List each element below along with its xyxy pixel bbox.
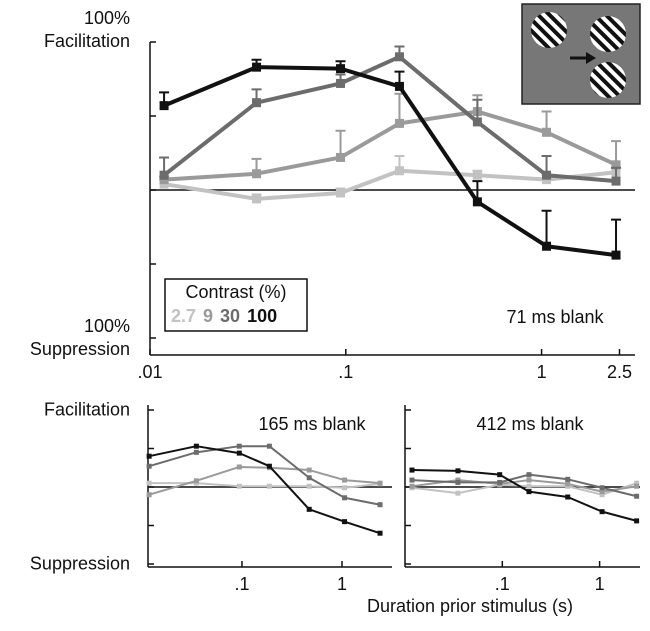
marker — [236, 443, 242, 449]
x-tick-label: 2.5 — [607, 362, 632, 382]
marker — [542, 241, 552, 251]
marker — [409, 483, 415, 489]
marker — [236, 450, 242, 456]
error-bar — [541, 209, 552, 247]
marker — [455, 490, 461, 496]
x-tick-label: .1 — [234, 574, 249, 594]
marker — [266, 463, 272, 469]
x-tick-label: .1 — [495, 574, 510, 594]
marker — [565, 481, 571, 487]
marker — [526, 472, 532, 478]
annotation: 71 ms blank — [506, 307, 604, 327]
marker — [526, 483, 532, 489]
marker — [394, 52, 404, 62]
marker — [472, 170, 482, 180]
marker — [455, 468, 461, 474]
marker — [336, 152, 346, 162]
marker — [159, 101, 169, 111]
marker — [599, 492, 605, 498]
marker — [252, 169, 262, 179]
stimulus-inset — [521, 3, 641, 105]
marker — [472, 117, 482, 127]
marker — [377, 502, 383, 508]
marker — [394, 81, 404, 91]
marker — [146, 480, 152, 486]
marker — [634, 518, 640, 524]
marker — [252, 62, 262, 72]
legend-entry: 2.7 — [171, 306, 196, 326]
marker — [599, 485, 605, 491]
marker — [193, 478, 199, 484]
marker — [336, 188, 346, 198]
marker — [634, 493, 640, 499]
marker — [193, 449, 199, 455]
marker — [252, 98, 262, 108]
marker — [542, 170, 552, 180]
x-tick-label: 1 — [337, 574, 347, 594]
marker — [146, 463, 152, 469]
marker — [409, 477, 415, 483]
x-tick-label: 1 — [595, 574, 605, 594]
marker — [377, 530, 383, 536]
marker — [599, 489, 605, 495]
marker — [497, 472, 503, 478]
marker — [599, 509, 605, 515]
y-tick-label: Suppression — [29, 553, 130, 574]
marker — [526, 489, 532, 495]
marker — [394, 118, 404, 128]
marker — [159, 170, 169, 180]
y-tick-label: Facilitation — [43, 399, 130, 420]
legend-title: Contrast (%) — [185, 282, 286, 302]
marker — [146, 492, 152, 498]
x-tick-label: 1 — [537, 362, 547, 382]
marker — [455, 479, 461, 485]
marker — [236, 464, 242, 470]
marker — [394, 166, 404, 176]
legend-entries: 2.7 9 30 100 — [171, 306, 277, 326]
marker — [306, 483, 312, 489]
annotation: 412 ms blank — [476, 414, 584, 434]
marker — [342, 519, 348, 525]
marker — [336, 64, 346, 74]
marker — [266, 443, 272, 449]
marker — [565, 476, 571, 482]
marker — [306, 467, 312, 473]
marker — [193, 443, 199, 449]
marker — [472, 197, 482, 207]
x-tick-label: .1 — [338, 362, 353, 382]
y-tick-label: 100% Suppression — [29, 316, 130, 359]
marker — [542, 127, 552, 137]
marker — [634, 480, 640, 486]
marker — [565, 494, 571, 500]
marker — [409, 467, 415, 473]
legend-entry: 9 — [203, 306, 213, 326]
marker — [634, 483, 640, 489]
marker — [497, 479, 503, 485]
marker — [611, 176, 621, 186]
annotation: 165 ms blank — [258, 414, 366, 434]
marker — [336, 78, 346, 88]
marker — [146, 453, 152, 459]
marker — [342, 485, 348, 491]
x-axis-label: Duration prior stimulus (s) — [367, 596, 573, 616]
marker — [377, 480, 383, 486]
marker — [236, 483, 242, 489]
legend-entry: 30 — [220, 306, 240, 326]
legend-box — [164, 278, 308, 332]
x-tick-label: .01 — [137, 362, 162, 382]
marker — [266, 483, 272, 489]
legend-entry: 100 — [247, 306, 277, 326]
marker — [306, 506, 312, 512]
marker — [342, 495, 348, 501]
marker — [526, 477, 532, 483]
error-bar — [611, 218, 622, 256]
marker — [252, 194, 262, 204]
marker — [306, 475, 312, 481]
marker — [611, 160, 621, 170]
marker — [342, 477, 348, 483]
y-tick-label: 100% Facilitation — [43, 8, 130, 51]
marker — [611, 250, 621, 260]
